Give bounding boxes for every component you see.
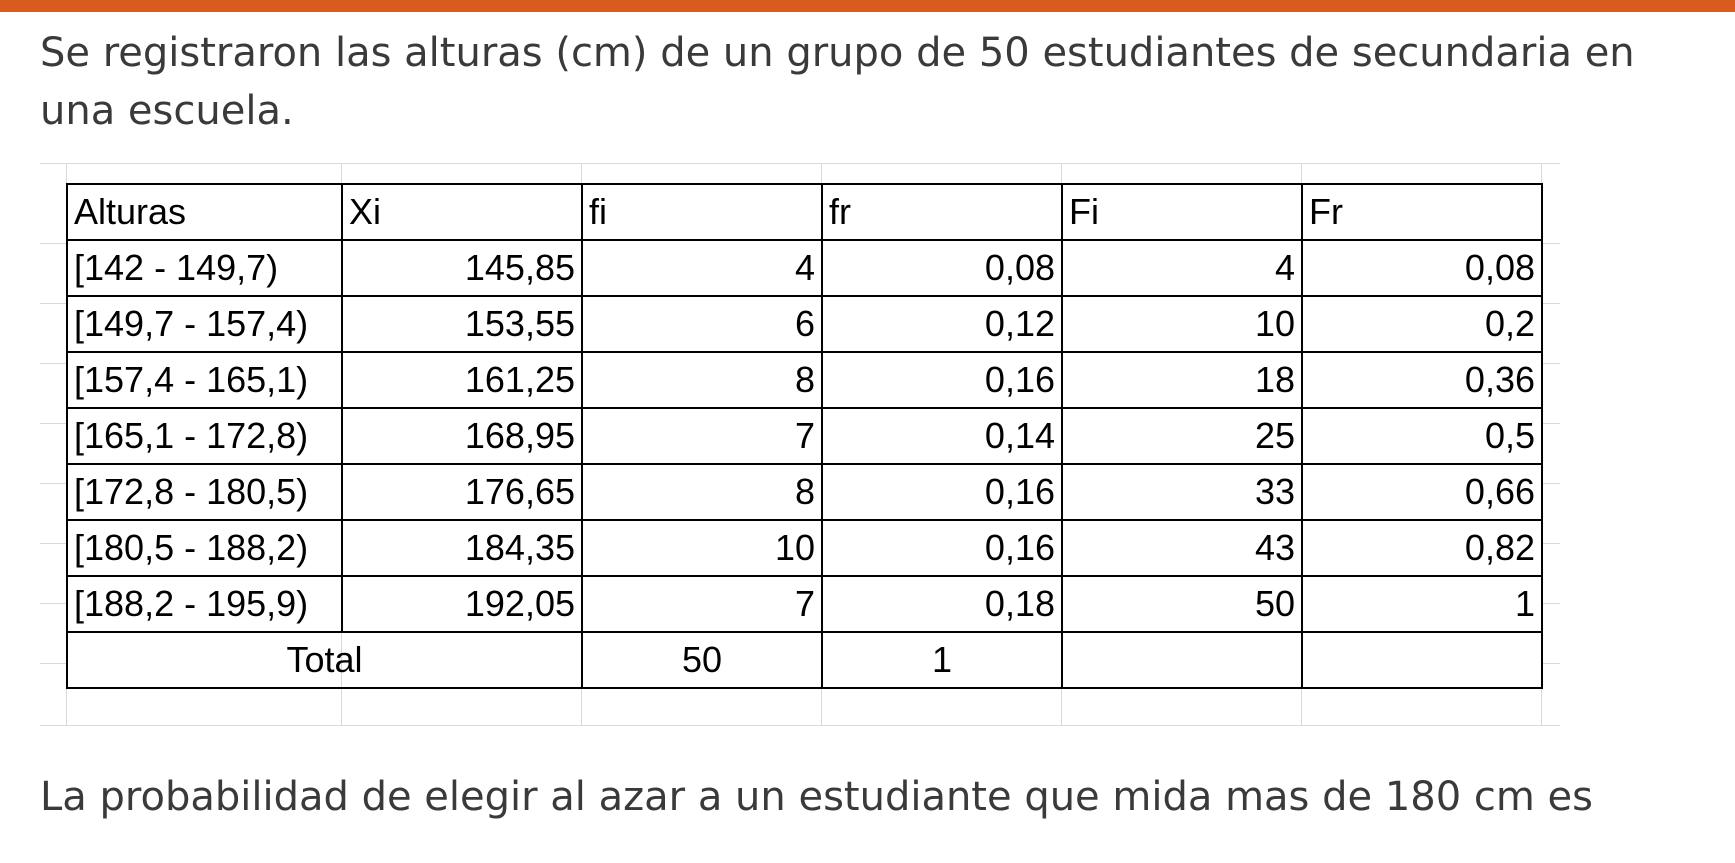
total-Fr — [1301, 631, 1543, 689]
header-alturas: Alturas — [66, 183, 343, 241]
cell-fi: 6 — [581, 295, 823, 353]
cell-fr: 0,18 — [821, 575, 1063, 633]
total-label: Total — [66, 631, 583, 689]
table-row: [149,7 - 157,4) 153,55 6 0,12 10 0,2 — [66, 295, 1543, 353]
cell-xi: 192,05 — [341, 575, 583, 633]
total-fi: 50 — [581, 631, 823, 689]
grid-line — [40, 243, 66, 244]
header-fr: fr — [821, 183, 1063, 241]
table-row: [180,5 - 188,2) 184,35 10 0,16 43 0,82 — [66, 519, 1543, 577]
cell-Fi: 50 — [1061, 575, 1303, 633]
header-fi: fi — [581, 183, 823, 241]
grid-line — [1542, 543, 1560, 544]
cell-Fr: 0,08 — [1301, 239, 1543, 297]
frequency-table: Alturas Xi fi fr Fi Fr [142 - 149,7) 145… — [66, 183, 1543, 689]
grid-line — [1542, 243, 1560, 244]
table-row: [142 - 149,7) 145,85 4 0,08 4 0,08 — [66, 239, 1543, 297]
cell-xi: 145,85 — [341, 239, 583, 297]
header-xi: Xi — [341, 183, 583, 241]
table-total-row: Total 50 1 — [66, 631, 1543, 689]
cell-fr: 0,08 — [821, 239, 1063, 297]
question-prompt: La probabilidad de elegir al azar a un e… — [40, 774, 1594, 820]
cell-fr: 0,16 — [821, 351, 1063, 409]
accent-top-bar — [0, 0, 1735, 12]
cell-Fr: 0,66 — [1301, 463, 1543, 521]
header-Fi-cumulative: Fi — [1061, 183, 1303, 241]
cell-interval: [149,7 - 157,4) — [66, 295, 343, 353]
cell-fi: 10 — [581, 519, 823, 577]
cell-fr: 0,16 — [821, 463, 1063, 521]
cell-interval: [188,2 - 195,9) — [66, 575, 343, 633]
grid-line — [1542, 363, 1560, 364]
grid-line — [1542, 303, 1560, 304]
cell-xi: 161,25 — [341, 351, 583, 409]
cell-xi: 184,35 — [341, 519, 583, 577]
cell-interval: [172,8 - 180,5) — [66, 463, 343, 521]
grid-line — [40, 603, 66, 604]
cell-Fi: 4 — [1061, 239, 1303, 297]
cell-Fi: 25 — [1061, 407, 1303, 465]
cell-fi: 4 — [581, 239, 823, 297]
cell-xi: 168,95 — [341, 407, 583, 465]
cell-interval: [165,1 - 172,8) — [66, 407, 343, 465]
cell-fr: 0,16 — [821, 519, 1063, 577]
cell-fi: 8 — [581, 351, 823, 409]
table-row: [172,8 - 180,5) 176,65 8 0,16 33 0,66 — [66, 463, 1543, 521]
grid-line — [40, 163, 1560, 164]
cell-fr: 0,14 — [821, 407, 1063, 465]
grid-line — [1542, 663, 1560, 664]
grid-line — [40, 423, 66, 424]
cell-interval: [142 - 149,7) — [66, 239, 343, 297]
cell-fi: 7 — [581, 407, 823, 465]
cell-Fr: 0,82 — [1301, 519, 1543, 577]
cell-Fi: 18 — [1061, 351, 1303, 409]
cell-Fr: 0,36 — [1301, 351, 1543, 409]
cell-Fi: 43 — [1061, 519, 1303, 577]
grid-line — [1542, 603, 1560, 604]
cell-Fr: 1 — [1301, 575, 1543, 633]
problem-statement: Se registraron las alturas (cm) de un gr… — [40, 30, 1635, 134]
cell-Fr: 0,2 — [1301, 295, 1543, 353]
cell-fi: 8 — [581, 463, 823, 521]
grid-line — [40, 363, 66, 364]
cell-xi: 176,65 — [341, 463, 583, 521]
table-row: [157,4 - 165,1) 161,25 8 0,16 18 0,36 — [66, 351, 1543, 409]
cell-interval: [157,4 - 165,1) — [66, 351, 343, 409]
cell-Fi: 10 — [1061, 295, 1303, 353]
table-row: [165,1 - 172,8) 168,95 7 0,14 25 0,5 — [66, 407, 1543, 465]
grid-line — [40, 663, 66, 664]
total-fr: 1 — [821, 631, 1063, 689]
header-Fr-cumulative: Fr — [1301, 183, 1543, 241]
grid-line — [40, 543, 66, 544]
cell-Fi: 33 — [1061, 463, 1303, 521]
cell-fr: 0,12 — [821, 295, 1063, 353]
frequency-table-container: Alturas Xi fi fr Fi Fr [142 - 149,7) 145… — [66, 183, 1543, 689]
cell-Fr: 0,5 — [1301, 407, 1543, 465]
grid-line — [1542, 483, 1560, 484]
grid-line — [40, 483, 66, 484]
table-row: [188,2 - 195,9) 192,05 7 0,18 50 1 — [66, 575, 1543, 633]
grid-line — [40, 725, 1560, 726]
cell-fi: 7 — [581, 575, 823, 633]
total-Fi — [1061, 631, 1303, 689]
table-header-row: Alturas Xi fi fr Fi Fr — [66, 183, 1543, 241]
grid-line — [1542, 423, 1560, 424]
cell-interval: [180,5 - 188,2) — [66, 519, 343, 577]
grid-line — [40, 303, 66, 304]
cell-xi: 153,55 — [341, 295, 583, 353]
